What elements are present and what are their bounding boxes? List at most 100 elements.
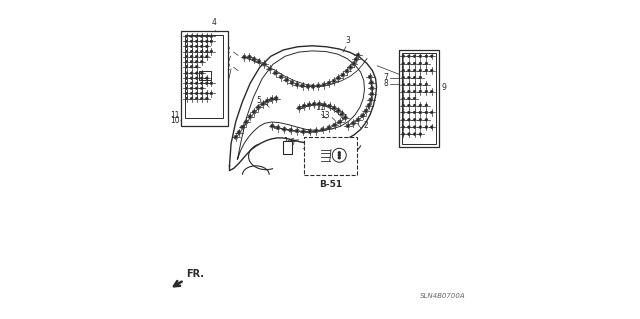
- Circle shape: [284, 129, 285, 130]
- Text: 11: 11: [316, 103, 324, 113]
- Text: 10: 10: [170, 116, 180, 125]
- Circle shape: [186, 78, 187, 79]
- Circle shape: [205, 50, 208, 53]
- Circle shape: [186, 98, 187, 99]
- Circle shape: [425, 104, 428, 107]
- Circle shape: [426, 84, 427, 85]
- Circle shape: [403, 91, 404, 92]
- Circle shape: [279, 75, 283, 79]
- Circle shape: [191, 45, 193, 48]
- Circle shape: [274, 71, 278, 75]
- Circle shape: [319, 103, 320, 105]
- Circle shape: [200, 60, 203, 63]
- Circle shape: [291, 82, 293, 84]
- Circle shape: [431, 56, 433, 57]
- Circle shape: [201, 56, 202, 57]
- Circle shape: [408, 119, 410, 120]
- Circle shape: [414, 105, 415, 106]
- Circle shape: [314, 103, 315, 105]
- Circle shape: [196, 41, 197, 42]
- Circle shape: [340, 112, 344, 116]
- Circle shape: [301, 85, 303, 87]
- Circle shape: [347, 125, 349, 127]
- Circle shape: [269, 68, 271, 70]
- Circle shape: [195, 72, 198, 74]
- Circle shape: [206, 93, 207, 94]
- Circle shape: [321, 128, 324, 131]
- Circle shape: [322, 129, 323, 130]
- Circle shape: [191, 50, 193, 53]
- Circle shape: [431, 126, 433, 128]
- Circle shape: [408, 91, 410, 92]
- Circle shape: [420, 56, 421, 57]
- Circle shape: [408, 111, 410, 114]
- Circle shape: [211, 93, 212, 94]
- Circle shape: [196, 93, 197, 94]
- Circle shape: [419, 90, 422, 93]
- Circle shape: [414, 98, 415, 99]
- Circle shape: [420, 63, 421, 64]
- Circle shape: [205, 45, 208, 48]
- Circle shape: [271, 125, 273, 127]
- Circle shape: [420, 127, 421, 128]
- Circle shape: [408, 63, 410, 64]
- Circle shape: [191, 41, 192, 42]
- Circle shape: [357, 119, 359, 121]
- Circle shape: [425, 62, 428, 65]
- Circle shape: [205, 40, 208, 43]
- Circle shape: [186, 87, 188, 90]
- Circle shape: [362, 115, 364, 116]
- Circle shape: [201, 72, 202, 74]
- Circle shape: [402, 90, 404, 93]
- Circle shape: [419, 83, 422, 86]
- Circle shape: [344, 117, 346, 118]
- Circle shape: [419, 76, 422, 79]
- Circle shape: [275, 72, 276, 74]
- Circle shape: [191, 51, 192, 52]
- Circle shape: [403, 98, 404, 99]
- Circle shape: [339, 152, 340, 154]
- Circle shape: [414, 56, 415, 57]
- Circle shape: [402, 69, 404, 72]
- Circle shape: [201, 46, 202, 47]
- Text: 9: 9: [442, 83, 446, 92]
- Circle shape: [186, 50, 188, 53]
- Circle shape: [303, 105, 305, 107]
- Circle shape: [408, 119, 410, 121]
- Circle shape: [248, 56, 250, 58]
- Circle shape: [257, 60, 261, 63]
- Circle shape: [337, 76, 340, 80]
- Circle shape: [361, 114, 364, 118]
- Circle shape: [402, 76, 404, 79]
- Circle shape: [425, 69, 428, 72]
- Circle shape: [413, 83, 416, 86]
- Circle shape: [205, 82, 208, 85]
- Circle shape: [186, 51, 187, 52]
- Circle shape: [196, 98, 197, 99]
- Circle shape: [246, 121, 247, 123]
- Circle shape: [420, 134, 421, 135]
- Circle shape: [329, 105, 330, 107]
- Circle shape: [328, 82, 330, 84]
- Circle shape: [403, 112, 404, 113]
- Circle shape: [413, 90, 416, 93]
- Circle shape: [191, 77, 193, 79]
- Circle shape: [191, 40, 193, 43]
- Circle shape: [290, 81, 294, 85]
- Circle shape: [195, 35, 198, 38]
- Circle shape: [200, 50, 203, 53]
- Circle shape: [403, 127, 404, 128]
- Circle shape: [346, 70, 348, 72]
- Circle shape: [431, 127, 433, 128]
- Circle shape: [414, 63, 415, 64]
- Circle shape: [186, 55, 188, 58]
- Circle shape: [261, 102, 265, 106]
- Circle shape: [206, 41, 207, 42]
- Circle shape: [408, 105, 410, 106]
- Circle shape: [323, 84, 324, 86]
- Circle shape: [323, 103, 326, 107]
- Circle shape: [408, 127, 410, 128]
- Circle shape: [191, 56, 192, 57]
- Circle shape: [426, 112, 427, 113]
- Circle shape: [413, 126, 416, 128]
